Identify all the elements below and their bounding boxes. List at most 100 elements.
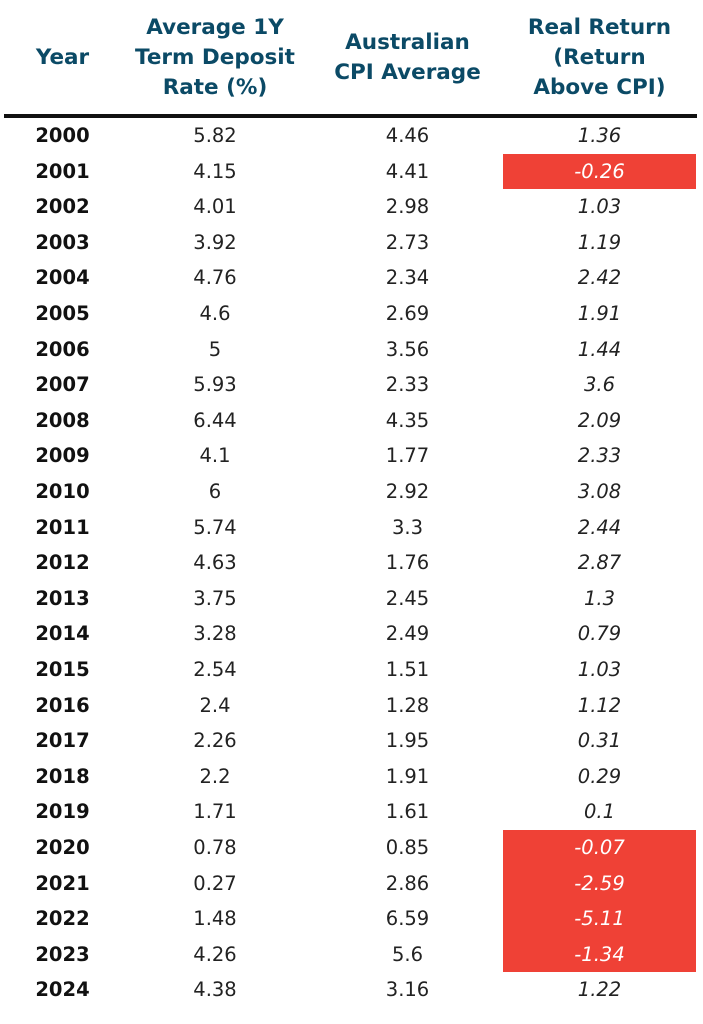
cell-cpi-average: 2.45: [385, 586, 430, 610]
cell-year: 2023: [35, 942, 90, 966]
cell-real-return: 1.3: [583, 586, 615, 610]
cell-year: 2024: [35, 978, 90, 1002]
cell-real-return: 3.6: [583, 373, 615, 397]
cell-year: 2022: [35, 907, 90, 931]
cell-real-return: 0.31: [577, 729, 622, 753]
table-row: 2014 3.28 2.49 0.79: [0, 616, 703, 652]
cell-term-deposit-rate: 4.26: [193, 942, 237, 966]
cell-cpi-average: 2.49: [385, 622, 430, 646]
cell-cpi-average: 3.3: [391, 515, 423, 539]
cell-real-return: -1.34: [503, 936, 696, 973]
table-row: 2003 3.92 2.73 1.19: [0, 225, 703, 261]
cell-real-return: 0.29: [577, 764, 622, 788]
table-row: 2002 4.01 2.98 1.03: [0, 189, 703, 225]
cell-cpi-average: 1.95: [385, 729, 430, 753]
cell-real-return: 0.79: [577, 622, 622, 646]
table-row: 2007 5.93 2.33 3.6: [0, 367, 703, 403]
table-row: 2013 3.75 2.45 1.3: [0, 581, 703, 617]
cell-cpi-average: 4.35: [385, 408, 430, 432]
cell-term-deposit-rate: 5: [208, 337, 222, 361]
cell-term-deposit-rate: 2.26: [193, 729, 237, 753]
cell-term-deposit-rate: 4.1: [199, 444, 231, 468]
cell-term-deposit-rate: 2.4: [199, 693, 231, 717]
cell-real-return: 2.33: [577, 444, 622, 468]
cell-year: 2000: [35, 124, 90, 147]
cell-cpi-average: 1.91: [385, 764, 430, 788]
table-row: 2005 4.6 2.69 1.91: [0, 296, 703, 332]
cell-cpi-average: 4.41: [385, 159, 430, 183]
cell-year: 2014: [35, 622, 90, 646]
table-row: 2022 1.48 6.59 -5.11: [0, 901, 703, 937]
cell-cpi-average: 5.6: [391, 942, 423, 966]
cell-year: 2011: [35, 515, 90, 539]
table-row: 2009 4.1 1.77 2.33: [0, 438, 703, 474]
table-row: 2008 6.44 4.35 2.09: [0, 403, 703, 439]
cell-real-return: 2.42: [577, 266, 622, 290]
cell-real-return: 1.12: [577, 693, 622, 717]
cell-real-return: 0.1: [583, 800, 615, 824]
table-row: 2018 2.2 1.91 0.29: [0, 759, 703, 795]
cell-year: 2004: [35, 266, 90, 290]
cell-term-deposit-rate: 4.63: [193, 551, 237, 575]
table-row: 2010 6 2.92 3.08: [0, 474, 703, 510]
cell-year: 2006: [35, 337, 90, 361]
cell-term-deposit-rate: 6: [208, 480, 222, 503]
cell-term-deposit-rate: 4.6: [199, 302, 231, 325]
cell-term-deposit-rate: 2.54: [193, 658, 237, 681]
cell-cpi-average: 1.51: [385, 658, 430, 681]
cell-year: 2010: [35, 480, 90, 503]
cell-real-return: -2.59: [503, 865, 696, 902]
cell-year: 2003: [35, 230, 90, 254]
cell-term-deposit-rate: 6.44: [193, 408, 237, 432]
cell-term-deposit-rate: 0.78: [193, 836, 237, 859]
cell-real-return: 1.91: [577, 302, 622, 325]
cell-real-return: 1.36: [577, 124, 622, 147]
header-divider: [4, 114, 697, 118]
cell-real-return: 2.44: [577, 515, 622, 539]
cell-cpi-average: 4.46: [385, 124, 430, 147]
table-row: 2024 4.38 3.16 1.22: [0, 972, 703, 1008]
cell-real-return: 1.03: [577, 195, 622, 219]
cell-year: 2019: [35, 800, 90, 824]
cell-year: 2017: [35, 729, 90, 753]
cell-cpi-average: 2.69: [385, 302, 430, 325]
cell-year: 2020: [35, 836, 90, 859]
cell-year: 2012: [35, 551, 90, 575]
cell-cpi-average: 2.98: [385, 195, 430, 219]
cell-real-return: 1.44: [577, 337, 622, 361]
table-row: 2000 5.82 4.46 1.36: [0, 118, 703, 154]
cell-year: 2016: [35, 693, 90, 717]
cell-cpi-average: 6.59: [385, 907, 430, 931]
cell-term-deposit-rate: 0.27: [193, 871, 237, 895]
cell-year: 2015: [35, 658, 90, 681]
cell-cpi-average: 1.77: [385, 444, 430, 468]
cell-real-return: 1.19: [577, 230, 622, 254]
cell-cpi-average: 1.61: [385, 800, 430, 824]
cell-cpi-average: 1.76: [385, 551, 430, 575]
cell-year: 2002: [35, 195, 90, 219]
cell-term-deposit-rate: 5.82: [193, 124, 237, 147]
table-row: 2020 0.78 0.85 -0.07: [0, 830, 703, 866]
header-cpi-average: Australian CPI Average: [334, 29, 481, 85]
cell-real-return: -0.07: [503, 830, 696, 866]
cell-year: 2008: [35, 408, 90, 432]
cell-cpi-average: 1.28: [385, 693, 430, 717]
cell-cpi-average: 2.86: [385, 871, 430, 895]
table-row: 2021 0.27 2.86 -2.59: [0, 865, 703, 902]
header-term-deposit-rate: Average 1Y Term Deposit Rate (%): [135, 14, 295, 100]
cell-cpi-average: 2.92: [385, 480, 430, 503]
cell-year: 2007: [35, 373, 90, 397]
table-row: 2015 2.54 1.51 1.03: [0, 652, 703, 688]
cell-year: 2001: [35, 159, 90, 183]
table-row: 2023 4.26 5.6 -1.34: [0, 936, 703, 973]
cell-term-deposit-rate: 3.75: [193, 586, 237, 610]
cell-cpi-average: 0.85: [385, 836, 430, 859]
cell-cpi-average: 3.16: [385, 978, 430, 1002]
cell-year: 2005: [35, 302, 90, 325]
cell-year: 2021: [35, 871, 90, 895]
cell-real-return: 2.87: [577, 551, 622, 575]
table-row: 2001 4.15 4.41 -0.26: [0, 153, 703, 190]
cell-real-return: -5.11: [503, 901, 696, 937]
cell-year: 2013: [35, 586, 90, 610]
